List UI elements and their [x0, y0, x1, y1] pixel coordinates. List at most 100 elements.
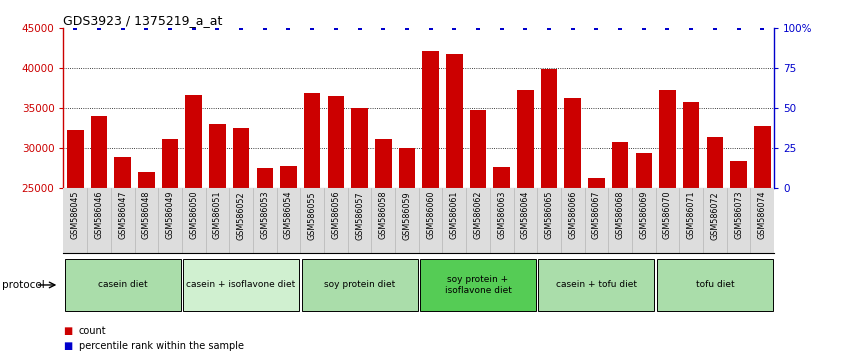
Bar — [659, 91, 676, 188]
Point — [329, 25, 343, 31]
Bar — [493, 167, 510, 188]
Text: GSM586061: GSM586061 — [450, 191, 459, 239]
Bar — [185, 95, 202, 188]
Text: GSM586068: GSM586068 — [616, 191, 624, 239]
Point — [140, 25, 153, 31]
Bar — [754, 126, 771, 188]
Text: ■: ■ — [63, 341, 73, 351]
Bar — [162, 139, 179, 188]
Point — [495, 25, 508, 31]
Text: casein + isoflavone diet: casein + isoflavone diet — [186, 280, 296, 290]
FancyBboxPatch shape — [420, 259, 536, 311]
Bar — [446, 54, 463, 188]
Point — [448, 25, 461, 31]
Text: ■: ■ — [63, 326, 73, 336]
Bar — [706, 137, 723, 188]
Bar — [209, 124, 226, 188]
Point — [566, 25, 580, 31]
Text: GSM586060: GSM586060 — [426, 191, 435, 239]
Point — [684, 25, 698, 31]
Bar — [730, 161, 747, 188]
Bar — [91, 116, 107, 188]
Point — [590, 25, 603, 31]
Point — [211, 25, 224, 31]
Text: tofu diet: tofu diet — [695, 280, 734, 290]
Text: GSM586066: GSM586066 — [569, 191, 577, 239]
Text: GSM586062: GSM586062 — [474, 191, 482, 239]
Point — [282, 25, 295, 31]
Bar — [588, 178, 605, 188]
FancyBboxPatch shape — [301, 259, 418, 311]
Point — [755, 25, 769, 31]
Bar — [280, 166, 297, 188]
Point — [400, 25, 414, 31]
Bar — [398, 148, 415, 188]
Bar — [683, 102, 700, 188]
FancyBboxPatch shape — [64, 259, 181, 311]
Text: GSM586065: GSM586065 — [545, 191, 553, 239]
Bar — [375, 139, 392, 188]
Bar — [304, 93, 321, 188]
Text: GSM586057: GSM586057 — [355, 191, 364, 240]
Text: GSM586045: GSM586045 — [71, 191, 80, 239]
Bar — [612, 142, 629, 188]
Text: GSM586051: GSM586051 — [213, 191, 222, 239]
Text: GSM586058: GSM586058 — [379, 191, 387, 239]
Text: soy protein diet: soy protein diet — [324, 280, 395, 290]
Text: GSM586072: GSM586072 — [711, 191, 719, 240]
FancyBboxPatch shape — [183, 259, 299, 311]
Point — [92, 25, 106, 31]
Text: GDS3923 / 1375219_a_at: GDS3923 / 1375219_a_at — [63, 14, 222, 27]
Bar — [114, 156, 131, 188]
Text: GSM586071: GSM586071 — [687, 191, 695, 239]
Text: count: count — [79, 326, 107, 336]
Text: GSM586069: GSM586069 — [640, 191, 648, 239]
Point — [519, 25, 532, 31]
Bar — [564, 98, 581, 188]
Text: GSM586059: GSM586059 — [403, 191, 411, 240]
Point — [353, 25, 366, 31]
Bar — [256, 168, 273, 188]
Bar — [517, 91, 534, 188]
Text: GSM586053: GSM586053 — [261, 191, 269, 239]
Point — [305, 25, 319, 31]
Point — [116, 25, 129, 31]
Point — [424, 25, 437, 31]
Text: GSM586073: GSM586073 — [734, 191, 743, 239]
Point — [542, 25, 556, 31]
Point — [471, 25, 485, 31]
Text: GSM586070: GSM586070 — [663, 191, 672, 239]
Text: GSM586046: GSM586046 — [95, 191, 103, 239]
Text: GSM586067: GSM586067 — [592, 191, 601, 239]
FancyBboxPatch shape — [656, 259, 773, 311]
Point — [69, 25, 82, 31]
Text: percentile rank within the sample: percentile rank within the sample — [79, 341, 244, 351]
Text: casein + tofu diet: casein + tofu diet — [556, 280, 637, 290]
Bar — [351, 108, 368, 188]
Text: GSM586048: GSM586048 — [142, 191, 151, 239]
Point — [613, 25, 627, 31]
Text: GSM586049: GSM586049 — [166, 191, 174, 239]
Text: GSM586064: GSM586064 — [521, 191, 530, 239]
Text: protocol: protocol — [2, 280, 45, 290]
Text: GSM586052: GSM586052 — [237, 191, 245, 240]
Text: soy protein +
isoflavone diet: soy protein + isoflavone diet — [444, 275, 512, 295]
Text: GSM586050: GSM586050 — [190, 191, 198, 239]
Point — [376, 25, 390, 31]
Text: casein diet: casein diet — [98, 280, 147, 290]
Text: GSM586074: GSM586074 — [758, 191, 766, 239]
Bar — [470, 110, 486, 188]
Text: GSM586047: GSM586047 — [118, 191, 127, 239]
Bar — [233, 128, 250, 188]
Bar — [327, 96, 344, 188]
Text: GSM586055: GSM586055 — [308, 191, 316, 240]
Bar — [541, 69, 558, 188]
FancyBboxPatch shape — [538, 259, 655, 311]
Bar — [635, 153, 652, 188]
Point — [732, 25, 745, 31]
Point — [234, 25, 248, 31]
Text: GSM586056: GSM586056 — [332, 191, 340, 239]
Text: GSM586054: GSM586054 — [284, 191, 293, 239]
Bar — [138, 172, 155, 188]
Point — [661, 25, 674, 31]
